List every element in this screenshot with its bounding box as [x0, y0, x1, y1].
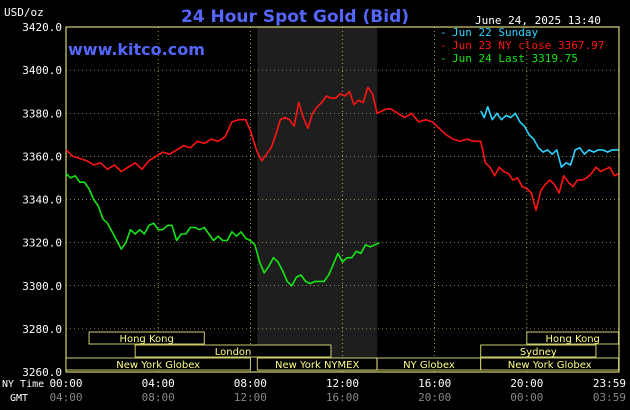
y-tick-label: 3320.0	[22, 237, 62, 250]
x-tick-ny: 23:59	[593, 377, 626, 390]
x-tick-gmt: 00:00	[510, 391, 543, 404]
x-tick-ny: 08:00	[234, 377, 267, 390]
y-tick-label: 3340.0	[22, 194, 62, 207]
x-tick-ny: 00:00	[49, 377, 82, 390]
session-label: London	[215, 347, 252, 358]
y-tick-label: 3420.0	[22, 21, 62, 34]
series-lines	[65, 86, 619, 287]
session-bar	[480, 344, 597, 358]
series-line-0	[480, 106, 619, 168]
nymex-session-shade	[257, 27, 378, 372]
plot-border	[65, 26, 620, 373]
y-tick-label: 3300.0	[22, 280, 62, 293]
y-tick-label: 3360.0	[22, 150, 62, 163]
legend: - Jun 22 Sunday- Jun 23 NY close 3367.97- J…	[440, 26, 604, 65]
session-bar	[88, 331, 205, 345]
series-line-2	[65, 173, 380, 287]
x-tick-ny: 16:00	[418, 377, 451, 390]
session-label: New York Globex	[116, 360, 200, 371]
x-tick-gmt: 03:59	[593, 391, 626, 404]
y-tick-label: 3400.0	[22, 64, 62, 77]
x-tick-ny: 20:00	[510, 377, 543, 390]
market-sessions: Hong Kong London New York Globex New York N…	[65, 331, 620, 371]
timestamp: June 24, 2025 13:40	[475, 14, 601, 27]
legend-marker: -	[440, 52, 447, 65]
x-tick-ny: 12:00	[326, 377, 359, 390]
x-axis-gmt-label: GMT	[10, 393, 28, 404]
session-label: NY Globex	[403, 360, 455, 371]
session-label: Sydney	[520, 347, 557, 358]
chart-title: 24 Hour Spot Gold (Bid)	[181, 7, 409, 27]
x-tick-gmt: 20:00	[418, 391, 451, 404]
series-line-1	[65, 86, 619, 212]
session-label: Hong Kong	[546, 334, 600, 345]
session-bar	[480, 357, 620, 371]
x-tick-gmt: 16:00	[326, 391, 359, 404]
session-bar	[134, 344, 332, 358]
session-bar	[65, 357, 251, 371]
unit-label: USD/oz	[4, 6, 44, 19]
x-tick-gmt: 04:00	[49, 391, 82, 404]
legend-marker: -	[440, 26, 447, 39]
session-label: New York NYMEX	[275, 360, 360, 371]
legend-entry: Jun 22 Sunday	[452, 26, 538, 39]
session-bar	[526, 331, 620, 345]
x-tick-ny: 04:00	[142, 377, 175, 390]
y-tick-label: 3380.0	[22, 107, 62, 120]
y-tick-label: 3280.0	[22, 323, 62, 336]
legend-entry: Jun 23 NY close 3367.97	[452, 39, 604, 52]
axes: 3420.0 3400.0 3380.0 3360.0 3340.0 3320.0 3300…	[22, 21, 626, 404]
legend-entry: Jun 24 Last 3319.75	[452, 52, 578, 65]
legend-marker: -	[440, 39, 447, 52]
session-label: New York Globex	[508, 360, 592, 371]
x-tick-gmt: 12:00	[234, 391, 267, 404]
session-label: Hong Kong	[119, 334, 173, 345]
nymex-shade-band	[257, 27, 378, 372]
site-url: www.kitco.com	[68, 40, 205, 59]
x-tick-gmt: 08:00	[142, 391, 175, 404]
x-axis-ny-label: NY Time	[2, 379, 44, 390]
y-tick-label: 3260.0	[22, 366, 62, 379]
